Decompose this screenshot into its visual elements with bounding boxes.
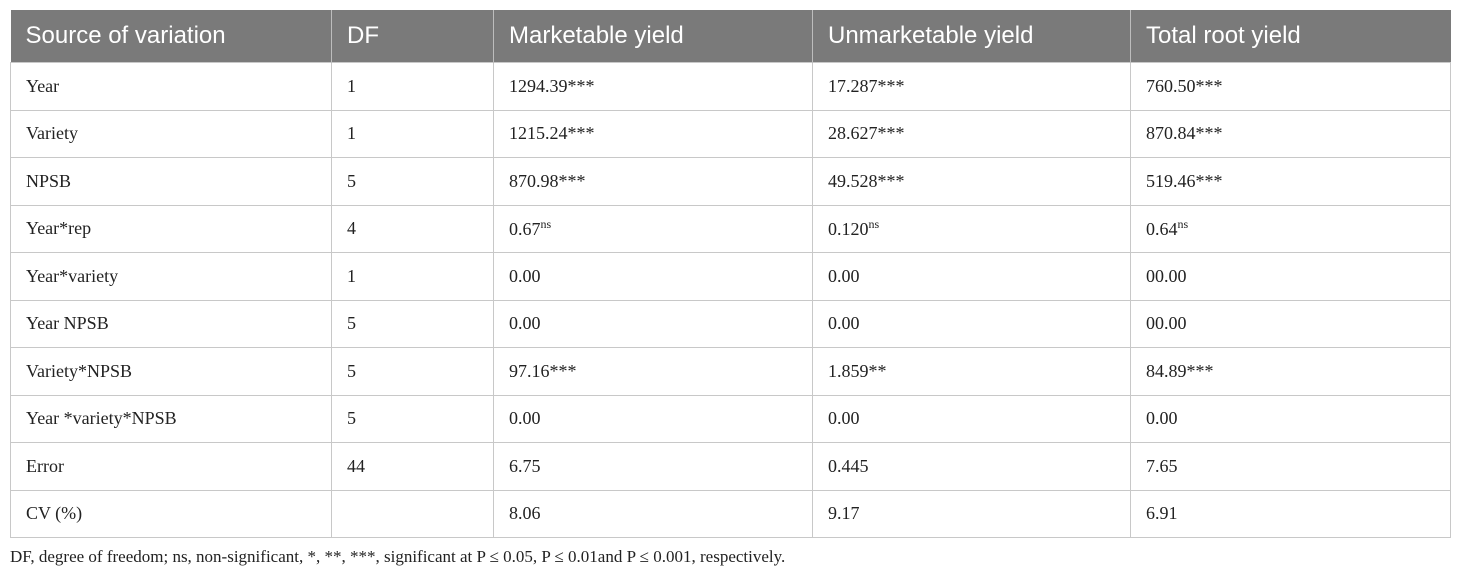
table-cell: 1294.39*** [493, 62, 813, 111]
table-cell: 870.98*** [493, 157, 813, 206]
cell-superscript: ns [540, 217, 552, 232]
table-cell: 6.75 [493, 442, 813, 491]
header-cell: Source of variation [10, 10, 332, 63]
table-cell: 84.89*** [1130, 347, 1451, 396]
table-cell: 0.00 [493, 394, 813, 443]
table-cell: 0.67ns [493, 204, 813, 253]
table-cell: Year*rep [10, 204, 332, 253]
cell-value: 0.67 [509, 219, 541, 240]
table-cell: 0.00 [493, 299, 813, 348]
table-cell: Variety*NPSB [10, 347, 332, 396]
table-cell: Year *variety*NPSB [10, 394, 332, 443]
table-cell: 00.00 [1130, 299, 1451, 348]
table-cell: 1215.24*** [493, 109, 813, 158]
table-cell: 17.287*** [812, 62, 1131, 111]
table-cell: 0.120ns [812, 204, 1131, 253]
table-cell: Variety [10, 109, 332, 158]
header-row: Source of variation DF Marketable yield Unm… [10, 10, 1451, 63]
table-row: Year NPSB 5 0.00 0.00 00.00 [10, 299, 1451, 348]
table-cell: Year*variety [10, 252, 332, 301]
table-cell: 8.06 [493, 489, 813, 538]
table-body: Year 1 1294.39*** 17.287*** 760.50*** Variety… [10, 62, 1451, 538]
table-cell: 5 [331, 347, 494, 396]
table-cell: 0.64ns [1130, 204, 1451, 253]
table-row: Year 1 1294.39*** 17.287*** 760.50*** [10, 62, 1451, 111]
table-cell: NPSB [10, 157, 332, 206]
table-cell: 0.445 [812, 442, 1131, 491]
table-cell: 4 [331, 204, 494, 253]
table-cell: 5 [331, 157, 494, 206]
cell-value: 0.120 [828, 219, 869, 240]
cell-superscript: ns [1177, 217, 1189, 232]
cell-superscript: ns [868, 217, 880, 232]
table-cell: 7.65 [1130, 442, 1451, 491]
table-cell: 870.84*** [1130, 109, 1451, 158]
table-cell: 97.16*** [493, 347, 813, 396]
table-row: Error 44 6.75 0.445 7.65 [10, 442, 1451, 491]
table-cell: 1 [331, 62, 494, 111]
table-cell: Year NPSB [10, 299, 332, 348]
table-cell: 760.50*** [1130, 62, 1451, 111]
anova-table: Source of variation DF Marketable yield Unm… [10, 10, 1451, 538]
table-cell [331, 489, 494, 538]
table-cell: 44 [331, 442, 494, 491]
table-cell: 5 [331, 394, 494, 443]
table-cell: 0.00 [812, 394, 1131, 443]
table-cell: 0.00 [812, 299, 1131, 348]
table-cell: 0.00 [493, 252, 813, 301]
header-cell: Unmarketable yield [812, 10, 1131, 63]
table-cell: 1 [331, 109, 494, 158]
header-cell: Total root yield [1130, 10, 1451, 63]
table-row: Variety 1 1215.24*** 28.627*** 870.84*** [10, 109, 1451, 158]
table-wrap: Source of variation DF Marketable yield Unm… [10, 10, 1451, 538]
table-cell: CV (%) [10, 489, 332, 538]
header-cell: DF [331, 10, 494, 63]
table-row: Year *variety*NPSB 5 0.00 0.00 0.00 [10, 394, 1451, 443]
table-cell: 1.859** [812, 347, 1131, 396]
table-cell: 28.627*** [812, 109, 1131, 158]
cell-value: 0.64 [1146, 219, 1178, 240]
table-row: Variety*NPSB 5 97.16*** 1.859** 84.89*** [10, 347, 1451, 396]
table-cell: 49.528*** [812, 157, 1131, 206]
table-cell: Error [10, 442, 332, 491]
footnote: DF, degree of freedom; ns, non-significa… [10, 547, 786, 566]
table-row: CV (%) 8.06 9.17 6.91 [10, 489, 1451, 538]
table-cell: 00.00 [1130, 252, 1451, 301]
table-cell: 5 [331, 299, 494, 348]
table-cell: 1 [331, 252, 494, 301]
table-cell: 6.91 [1130, 489, 1451, 538]
table-cell: 9.17 [812, 489, 1131, 538]
table-cell: Year [10, 62, 332, 111]
table-cell: 519.46*** [1130, 157, 1451, 206]
table-row: Year*variety 1 0.00 0.00 00.00 [10, 252, 1451, 301]
table-row: NPSB 5 870.98*** 49.528*** 519.46*** [10, 157, 1451, 206]
table-row: Year*rep 4 0.67ns 0.120ns 0.64ns [10, 204, 1451, 253]
table-cell: 0.00 [812, 252, 1131, 301]
header-cell: Marketable yield [493, 10, 813, 63]
table-cell: 0.00 [1130, 394, 1451, 443]
